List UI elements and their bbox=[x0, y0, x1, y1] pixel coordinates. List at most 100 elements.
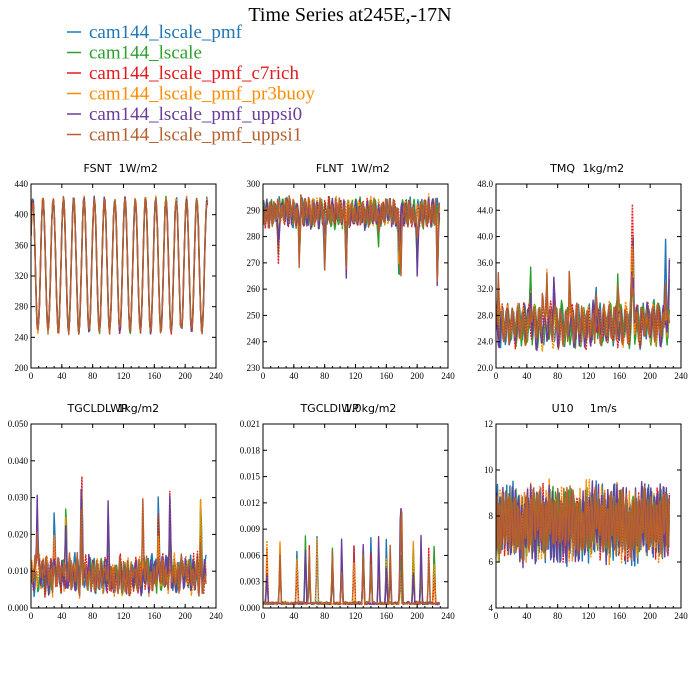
series-line-5 bbox=[496, 270, 671, 347]
x-tick-label: 160 bbox=[148, 371, 162, 381]
panel-title: TGCLDIWP bbox=[299, 402, 359, 415]
chart-panel-flnt: FLNT 1W/m2 0 40 80 120 160 200 240 230 240 250 260 27… bbox=[247, 162, 456, 381]
y-tick-label: 0.030 bbox=[8, 493, 29, 503]
x-tick-label: 40 bbox=[522, 611, 532, 621]
y-tick-label: 320 bbox=[15, 271, 29, 281]
y-tick-label: 0.050 bbox=[8, 419, 29, 429]
x-tick-label: 200 bbox=[643, 611, 657, 621]
x-tick-label: 40 bbox=[57, 371, 67, 381]
y-tick-label: 40.0 bbox=[477, 232, 493, 242]
x-tick-label: 40 bbox=[57, 611, 67, 621]
panel-title: U10 bbox=[552, 402, 574, 415]
y-tick-label: 200 bbox=[15, 363, 29, 373]
x-tick-label: 120 bbox=[349, 371, 363, 381]
x-tick-label: 160 bbox=[613, 611, 627, 621]
x-tick-label: 0 bbox=[494, 611, 499, 621]
x-tick-label: 120 bbox=[582, 611, 596, 621]
x-tick-label: 80 bbox=[320, 611, 330, 621]
panel-units: 1W/m2 bbox=[351, 162, 390, 175]
y-tick-label: 0.015 bbox=[240, 472, 261, 482]
legend-entry: cam144_lscale_pmf_uppsi0 bbox=[67, 104, 302, 125]
y-tick-label: 0.009 bbox=[240, 524, 261, 534]
x-tick-label: 200 bbox=[643, 371, 657, 381]
y-tick-label: 280 bbox=[15, 302, 29, 312]
legend-label: cam144_lscale_pmf_pr3buoy bbox=[89, 84, 315, 105]
legend-label: cam144_lscale_pmf_uppsi1 bbox=[89, 125, 302, 146]
y-tick-label: 250 bbox=[247, 310, 261, 320]
y-tick-label: 280 bbox=[247, 232, 261, 242]
x-tick-label: 80 bbox=[88, 611, 98, 621]
x-tick-label: 240 bbox=[441, 371, 455, 381]
y-tick-label: 8 bbox=[489, 511, 494, 521]
y-tick-label: 10 bbox=[484, 465, 494, 475]
y-tick-label: 24.0 bbox=[477, 337, 493, 347]
series-group bbox=[496, 203, 671, 352]
chart-panel-tmq: TMQ 1kg/m2 0 40 80 120 160 200 240 20.0 24.0 28.0 32… bbox=[477, 162, 688, 381]
legend-entry: cam144_lscale_pmf_uppsi1 bbox=[67, 125, 302, 146]
y-tick-label: 270 bbox=[247, 258, 261, 268]
panel-units: 1W/m2 bbox=[119, 162, 158, 175]
x-tick-label: 160 bbox=[380, 611, 394, 621]
x-tick-label: 200 bbox=[178, 611, 192, 621]
x-tick-label: 80 bbox=[553, 371, 563, 381]
x-tick-label: 80 bbox=[553, 611, 563, 621]
legend-entry: cam144_lscale_pmf bbox=[67, 22, 243, 43]
y-tick-label: 6 bbox=[489, 557, 494, 567]
x-tick-label: 240 bbox=[441, 611, 455, 621]
x-tick-label: 0 bbox=[29, 611, 34, 621]
x-tick-label: 200 bbox=[410, 611, 424, 621]
panel-title: TMQ bbox=[549, 162, 575, 175]
x-tick-label: 120 bbox=[117, 371, 131, 381]
series-line-5 bbox=[31, 195, 209, 336]
x-tick-label: 240 bbox=[674, 371, 688, 381]
series-line-5 bbox=[263, 511, 441, 606]
x-tick-label: 120 bbox=[582, 371, 596, 381]
y-tick-label: 0.018 bbox=[240, 445, 261, 455]
y-tick-label: 440 bbox=[15, 179, 29, 189]
chart-panel-fsnt: FSNT 1W/m2 0 40 80 120 160 200 240 200 240 280 320 36… bbox=[15, 162, 224, 381]
series-group bbox=[496, 478, 671, 569]
x-tick-label: 0 bbox=[494, 371, 499, 381]
y-tick-label: 0.010 bbox=[8, 566, 29, 576]
panel-units: 1.0kg/m2 bbox=[344, 402, 396, 415]
legend: cam144_lscale_pmfcam144_lscalecam144_lsc… bbox=[67, 22, 315, 146]
panel-units: 1m/s bbox=[590, 402, 617, 415]
y-tick-label: 32.0 bbox=[477, 284, 493, 294]
y-tick-label: 20.0 bbox=[477, 363, 493, 373]
plot-frame bbox=[495, 183, 682, 369]
panel-title: TGCLDLWP bbox=[67, 402, 129, 415]
y-tick-label: 0.000 bbox=[240, 603, 261, 613]
panel-units: 1kg/m2 bbox=[117, 402, 159, 415]
series-line-5 bbox=[263, 194, 441, 283]
x-tick-label: 200 bbox=[178, 371, 192, 381]
chart-panel-u10: U10 1m/s 0 40 80 120 160 200 240 4 6 8 10 12 bbox=[484, 402, 688, 621]
x-tick-label: 0 bbox=[261, 611, 266, 621]
panel-title: FLNT bbox=[316, 162, 344, 175]
legend-entry: cam144_lscale bbox=[67, 43, 202, 64]
series-group bbox=[31, 195, 209, 336]
x-tick-label: 120 bbox=[349, 611, 363, 621]
x-tick-label: 160 bbox=[613, 371, 627, 381]
y-tick-label: 0.012 bbox=[240, 498, 260, 508]
series-group bbox=[263, 193, 441, 287]
x-tick-label: 160 bbox=[380, 371, 394, 381]
series-group bbox=[31, 475, 207, 599]
y-tick-label: 0.040 bbox=[8, 456, 29, 466]
x-tick-label: 240 bbox=[209, 371, 223, 381]
legend-label: cam144_lscale_pmf_c7rich bbox=[89, 63, 299, 84]
series-line-5 bbox=[496, 485, 671, 562]
y-tick-label: 0.003 bbox=[240, 577, 261, 587]
figure-title: Time Series at245E,-17N bbox=[248, 4, 451, 26]
y-tick-label: 12 bbox=[484, 419, 493, 429]
y-tick-label: 360 bbox=[15, 240, 29, 250]
y-tick-label: 260 bbox=[247, 284, 261, 294]
x-tick-label: 0 bbox=[29, 371, 34, 381]
legend-label: cam144_lscale_pmf bbox=[89, 22, 243, 43]
y-tick-label: 290 bbox=[247, 205, 261, 215]
x-tick-label: 240 bbox=[674, 611, 688, 621]
y-tick-label: 400 bbox=[15, 210, 29, 220]
y-tick-label: 36.0 bbox=[477, 258, 493, 268]
legend-label: cam144_lscale bbox=[89, 43, 202, 64]
